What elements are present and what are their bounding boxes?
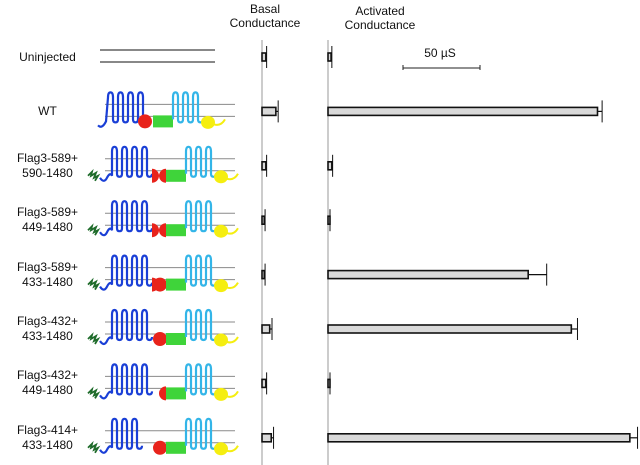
c-terminal-tail: [213, 118, 226, 126]
basal-bar: [261, 161, 267, 171]
flag-tag-icon: [87, 223, 101, 236]
c-terminal-tail: [226, 390, 239, 398]
activated-bar: [327, 324, 573, 334]
basal-bar: [261, 432, 273, 443]
nbd2-domain: [214, 333, 228, 347]
c-terminal-tail: [226, 173, 239, 181]
activated-bar: [327, 161, 333, 171]
nbd1-domain: [153, 332, 167, 346]
c-terminal-tm-domain: [184, 145, 218, 178]
r-domain: [166, 333, 186, 345]
flag-tag-icon: [87, 386, 101, 399]
basal-panel-title: Basal Conductance: [229, 2, 301, 30]
nbd1-domain: [138, 114, 152, 129]
scale-bar-label: 50 µS: [424, 46, 456, 60]
r-domain: [166, 441, 186, 454]
r-domain: [166, 387, 186, 400]
n-terminal-tm-domain: [99, 200, 154, 237]
c-terminal-tm-domain: [184, 417, 218, 450]
c-terminal-tail: [226, 282, 239, 290]
c-terminal-tail: [226, 445, 239, 453]
c-terminal-tm-domain: [171, 91, 205, 124]
activated-bar: [327, 432, 631, 443]
nbd2-domain: [214, 387, 228, 401]
nbd1-domain: [153, 440, 167, 455]
n-terminal-tm-domain: [99, 145, 154, 182]
r-domain: [166, 169, 186, 182]
r-domain: [166, 224, 186, 237]
nbd1-partial-domain: [159, 223, 166, 238]
n-terminal-tm-domain: [99, 417, 144, 454]
construct-label: Flag3-589+ 590-1480: [16, 150, 79, 180]
n-terminal-tm-domain: [97, 91, 150, 128]
nbd2-domain: [214, 224, 228, 238]
construct-label: WT: [38, 103, 57, 118]
c-terminal-tm-domain: [184, 308, 218, 342]
nbd1-partial-domain: [159, 386, 166, 401]
nbd1-half-domain: [152, 223, 159, 238]
activated-bar: [327, 52, 332, 62]
activated-panel-title: Activated Conductance: [344, 4, 416, 32]
c-terminal-tm-domain: [184, 254, 218, 287]
flag-tag-icon: [87, 332, 101, 345]
nbd1-half-domain: [159, 168, 166, 183]
construct-label: Flag3-432+ 433-1480: [16, 314, 79, 343]
construct-label: Flag3-414+ 433-1480: [16, 422, 79, 452]
basal-bar: [261, 106, 277, 117]
nbd1-half-domain: [152, 168, 159, 183]
nbd2-domain: [214, 442, 228, 456]
n-terminal-tm-domain: [99, 363, 154, 400]
activated-bar: [327, 106, 599, 117]
basal-bar: [261, 52, 267, 62]
nbd1-domain: [153, 277, 167, 292]
nbd2-domain: [214, 170, 228, 184]
basal-bar: [261, 269, 266, 280]
construct-label: Flag3-589+ 449-1480: [16, 205, 79, 235]
r-domain: [153, 115, 173, 128]
construct-label: Flag3-589+ 433-1480: [16, 259, 79, 289]
n-terminal-tm-domain: [99, 308, 154, 346]
r-domain: [166, 278, 186, 291]
c-terminal-tail: [226, 336, 239, 344]
activated-bar: [327, 269, 529, 280]
basal-bar: [261, 378, 267, 389]
construct-label: Uninjected: [19, 49, 76, 64]
c-terminal-tail: [226, 227, 239, 235]
c-terminal-tm-domain: [184, 363, 218, 396]
basal-bar: [261, 324, 271, 334]
flag-tag-icon: [87, 168, 101, 182]
nbd2-domain: [201, 115, 215, 129]
basal-bar: [261, 215, 266, 225]
n-terminal-tm-domain: [99, 254, 154, 291]
flag-tag-icon: [87, 277, 101, 291]
c-terminal-tm-domain: [184, 200, 218, 233]
construct-label: Flag3-432+ 449-1480: [16, 368, 79, 398]
flag-tag-icon: [87, 440, 101, 454]
nbd2-domain: [214, 279, 228, 293]
